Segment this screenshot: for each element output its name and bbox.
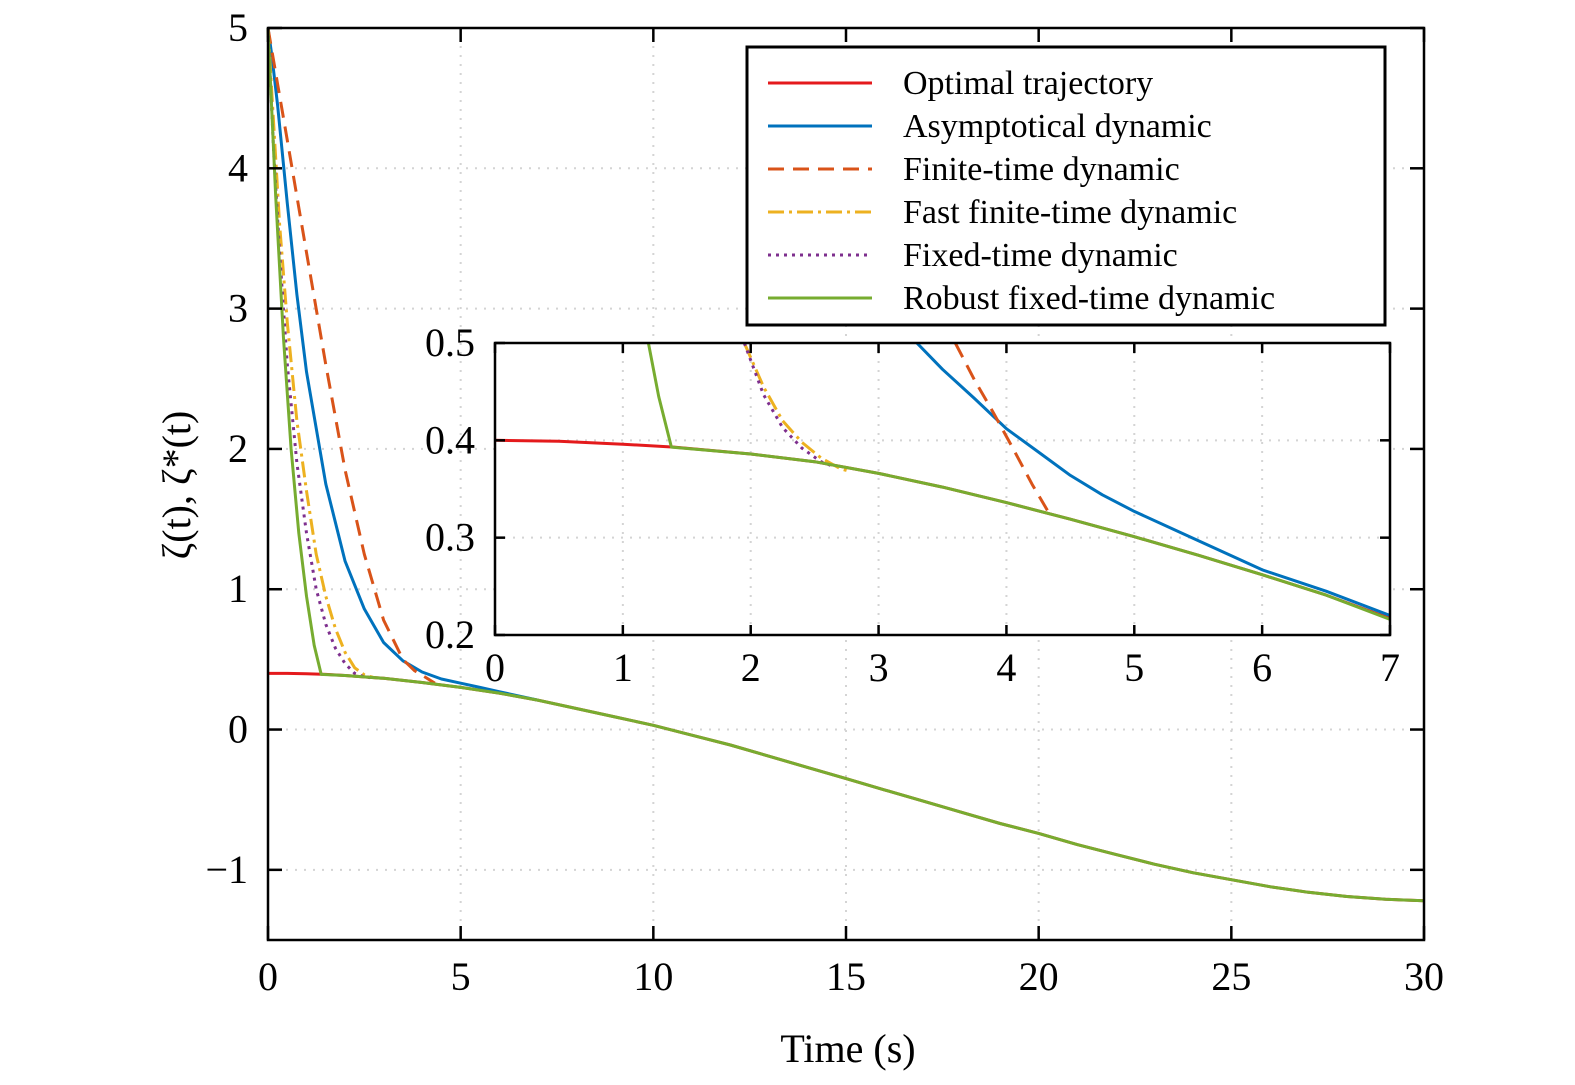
legend-label: Fast finite-time dynamic [903,194,1237,231]
x-tick-label: 1 [613,645,633,690]
x-tick-label: 5 [1124,645,1144,690]
x-tick-label: 20 [1019,954,1059,999]
inset-plot-frame [493,341,1392,637]
inset-background [495,343,1390,635]
main-series-line-1 [266,27,539,702]
y-tick-label: −1 [205,847,248,892]
x-tick-label: 0 [485,645,505,690]
inset-tick-labels: 0 1 2 3 4 5 6 7 0.2 0.3 0.4 0.5 [425,320,1400,690]
inset-series-line-5 [646,343,1390,621]
x-tick-label: 2 [741,645,761,690]
main-series-line-5 [266,27,1425,903]
legend-box [745,45,1387,327]
x-tick-label: 30 [1404,954,1444,999]
inset-series-line-2 [953,343,1050,514]
legend-item: Robust fixed-time dynamic [768,280,1275,317]
legend-item: Fixed-time dynamic [768,237,1178,274]
inset-axis-ticks [493,341,1392,637]
inset-grid [495,343,1390,635]
y-tick-label: 2 [228,426,248,471]
y-tick-label: 4 [228,145,248,190]
x-tick-label: 3 [869,645,889,690]
legend-label: Robust fixed-time dynamic [903,280,1275,317]
x-tick-label: 4 [996,645,1016,690]
main-axis-ticks [266,26,1426,940]
y-tick-label: 0.3 [425,515,475,560]
y-tick-label: 0.2 [425,612,475,657]
legend-item: Fast finite-time dynamic [768,194,1237,231]
inset-series-line-1 [915,343,1390,617]
inset-chart: 0 1 2 3 4 5 6 7 0.2 0.3 0.4 0.5 [425,320,1400,690]
y-tick-label: 1 [228,566,248,611]
legend-label: Fixed-time dynamic [903,237,1178,274]
legend-item: Asymptotical dynamic [768,108,1212,145]
y-tick-label: 0.4 [425,417,475,462]
y-axis-label: ζ(t), ζ*(t) [154,411,199,560]
x-tick-label: 10 [633,954,673,999]
inset-plot-area [495,343,1390,621]
legend-item: Finite-time dynamic [768,151,1180,188]
legend-item: Optimal trajectory [768,65,1153,102]
main-plot-area [266,27,1425,903]
legend: Optimal trajectory Asymptotical dynamic Fi… [745,45,1387,327]
x-tick-label: 0 [258,954,278,999]
x-tick-label: 7 [1380,645,1400,690]
y-tick-label: 0 [228,707,248,752]
y-tick-label: 0.5 [425,320,475,365]
legend-label: Asymptotical dynamic [903,108,1212,145]
legend-label: Finite-time dynamic [903,151,1180,188]
x-tick-label: 25 [1211,954,1251,999]
x-tick-label: 5 [451,954,471,999]
y-tick-label: 5 [228,5,248,50]
y-tick-label: 3 [228,286,248,331]
x-axis-label: Time (s) [780,1026,915,1071]
main-series-line-3 [266,27,375,680]
x-tick-label: 15 [826,954,866,999]
main-series-line-2 [266,27,436,685]
legend-label: Optimal trajectory [903,65,1153,102]
x-tick-label: 6 [1252,645,1272,690]
